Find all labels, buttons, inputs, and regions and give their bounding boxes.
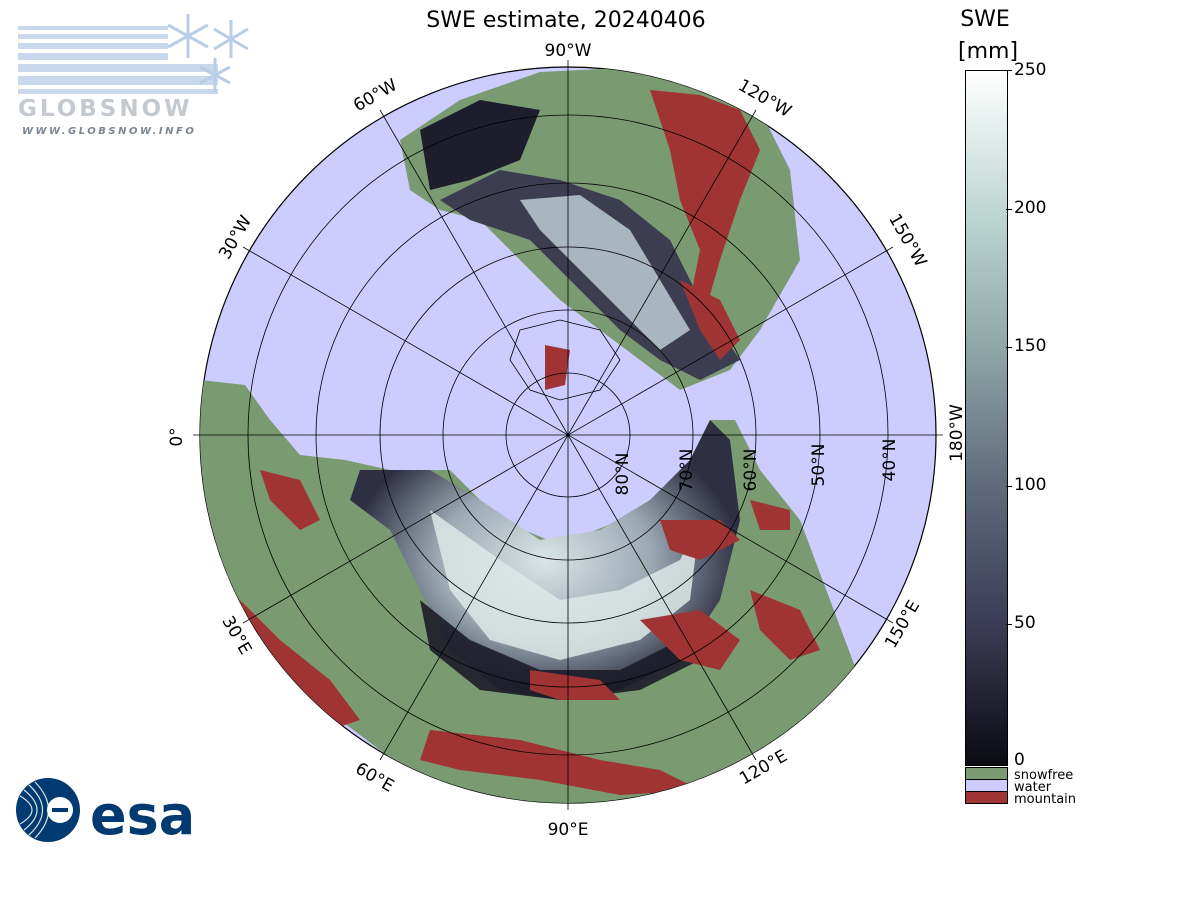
colorbar-tick-label: 0 — [1014, 750, 1025, 770]
globsnow-wordmark: GLOBSNOW — [18, 96, 193, 122]
lat-label-40n: 40°N — [880, 439, 900, 482]
colorbar-title: SWE [mm] — [958, 4, 1019, 68]
colorbar-tick — [1006, 209, 1012, 210]
colorbar-tick-label: 150 — [1014, 336, 1047, 356]
legend-swatch-mountain — [965, 791, 1008, 804]
colorbar-tick — [1006, 486, 1012, 487]
colorbar — [965, 70, 1008, 766]
colorbar-tick-label: 50 — [1014, 613, 1036, 633]
lon-label-90w: 90°W — [545, 41, 592, 61]
esa-wordmark: esa — [90, 784, 195, 846]
colorbar-tick-label: 100 — [1014, 475, 1047, 495]
legend-label-water: water — [1014, 780, 1052, 795]
esa-logo: esa — [16, 778, 195, 846]
lat-label-80n: 80°N — [613, 453, 633, 496]
colorbar-title-quantity: SWE — [960, 7, 1010, 32]
north-america-snow-light — [520, 195, 690, 350]
graticule — [193, 60, 943, 810]
eurasia-snow-core — [430, 510, 700, 660]
globsnow-logo: GLOBSNOW WWW.GLOBSNOW.INFO — [18, 14, 249, 137]
lon-label-0: 0° — [167, 427, 187, 446]
legend-label-mountain: mountain — [1014, 792, 1077, 807]
lon-label-60w: 60°W — [350, 75, 401, 116]
lon-label-60e: 60°E — [352, 759, 397, 797]
lat-label-60n: 60°N — [741, 449, 761, 492]
colorbar-tick — [1006, 624, 1012, 625]
colorbar-title-unit: [mm] — [958, 39, 1019, 64]
snowflake-icon — [167, 14, 249, 92]
map-title: SWE estimate, 20240406 — [426, 8, 706, 33]
globsnow-stripes — [18, 26, 218, 94]
esa-emblem-icon — [16, 778, 80, 842]
globsnow-url: WWW.GLOBSNOW.INFO — [22, 126, 196, 137]
colorbar-tick-label: 250 — [1014, 60, 1047, 80]
north-america-snow-dark — [420, 100, 540, 190]
greenland — [509, 319, 621, 401]
lon-label-180w: 180°W — [947, 404, 967, 462]
lon-label-90e: 90°E — [548, 820, 589, 840]
lat-label-50n: 50°N — [809, 444, 829, 487]
lat-label-70n: 70°N — [677, 449, 697, 492]
colorbar-tick — [1006, 347, 1012, 348]
colorbar-tick — [1006, 70, 1012, 71]
colorbar-tick-label: 200 — [1014, 198, 1047, 218]
legend-label-snowfree: snowfree — [1014, 768, 1074, 783]
